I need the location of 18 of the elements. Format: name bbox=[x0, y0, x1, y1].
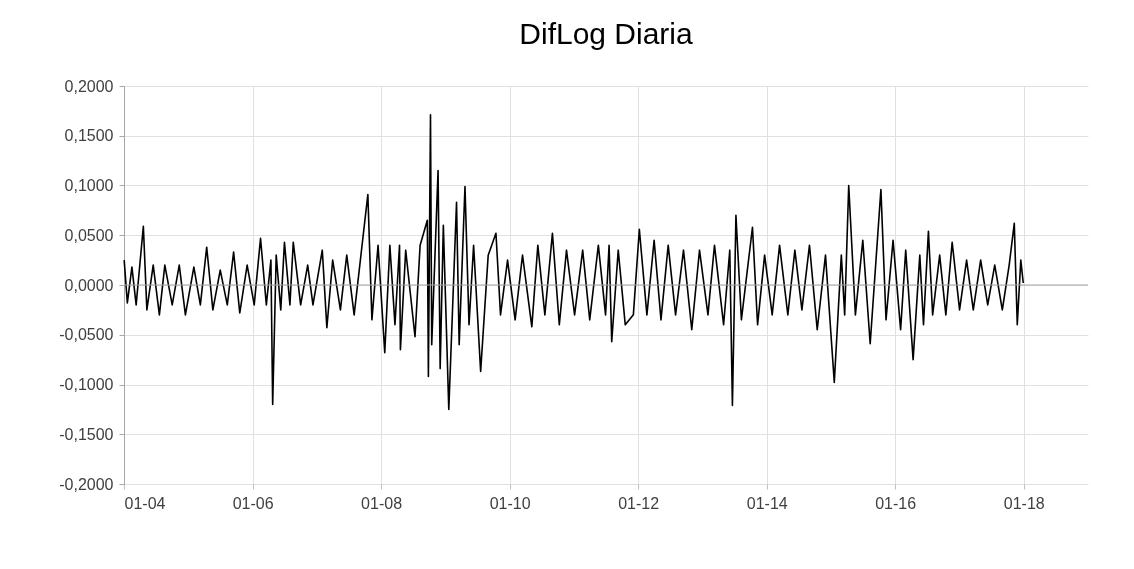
x-tick-label: 01-14 bbox=[746, 494, 788, 512]
y-tick-label: -0,2000 bbox=[59, 475, 114, 493]
y-tick-label: 0,2000 bbox=[64, 77, 114, 95]
y-tick-label: -0,1000 bbox=[59, 376, 114, 393]
y-tick-label: 0,1000 bbox=[64, 177, 114, 194]
x-tick-label: 01-18 bbox=[1003, 494, 1045, 512]
x-tick-label: 01-16 bbox=[875, 494, 917, 512]
y-tick-label: -0,0500 bbox=[59, 326, 114, 344]
x-tick-label: 01-12 bbox=[618, 494, 660, 512]
x-tick-label: 01-06 bbox=[232, 494, 274, 512]
x-tick-label: 01-04 bbox=[124, 494, 166, 512]
y-tick-label: 0,0500 bbox=[64, 226, 114, 244]
chart-title: DifLog Diaria bbox=[519, 17, 694, 50]
y-tick-label: -0,1500 bbox=[59, 425, 114, 443]
y-tick-label: 0,0000 bbox=[64, 276, 114, 294]
x-tick-label: 01-10 bbox=[489, 494, 531, 512]
y-tick-label: 0,1500 bbox=[64, 127, 114, 145]
x-tick-label: 01-08 bbox=[361, 494, 403, 512]
